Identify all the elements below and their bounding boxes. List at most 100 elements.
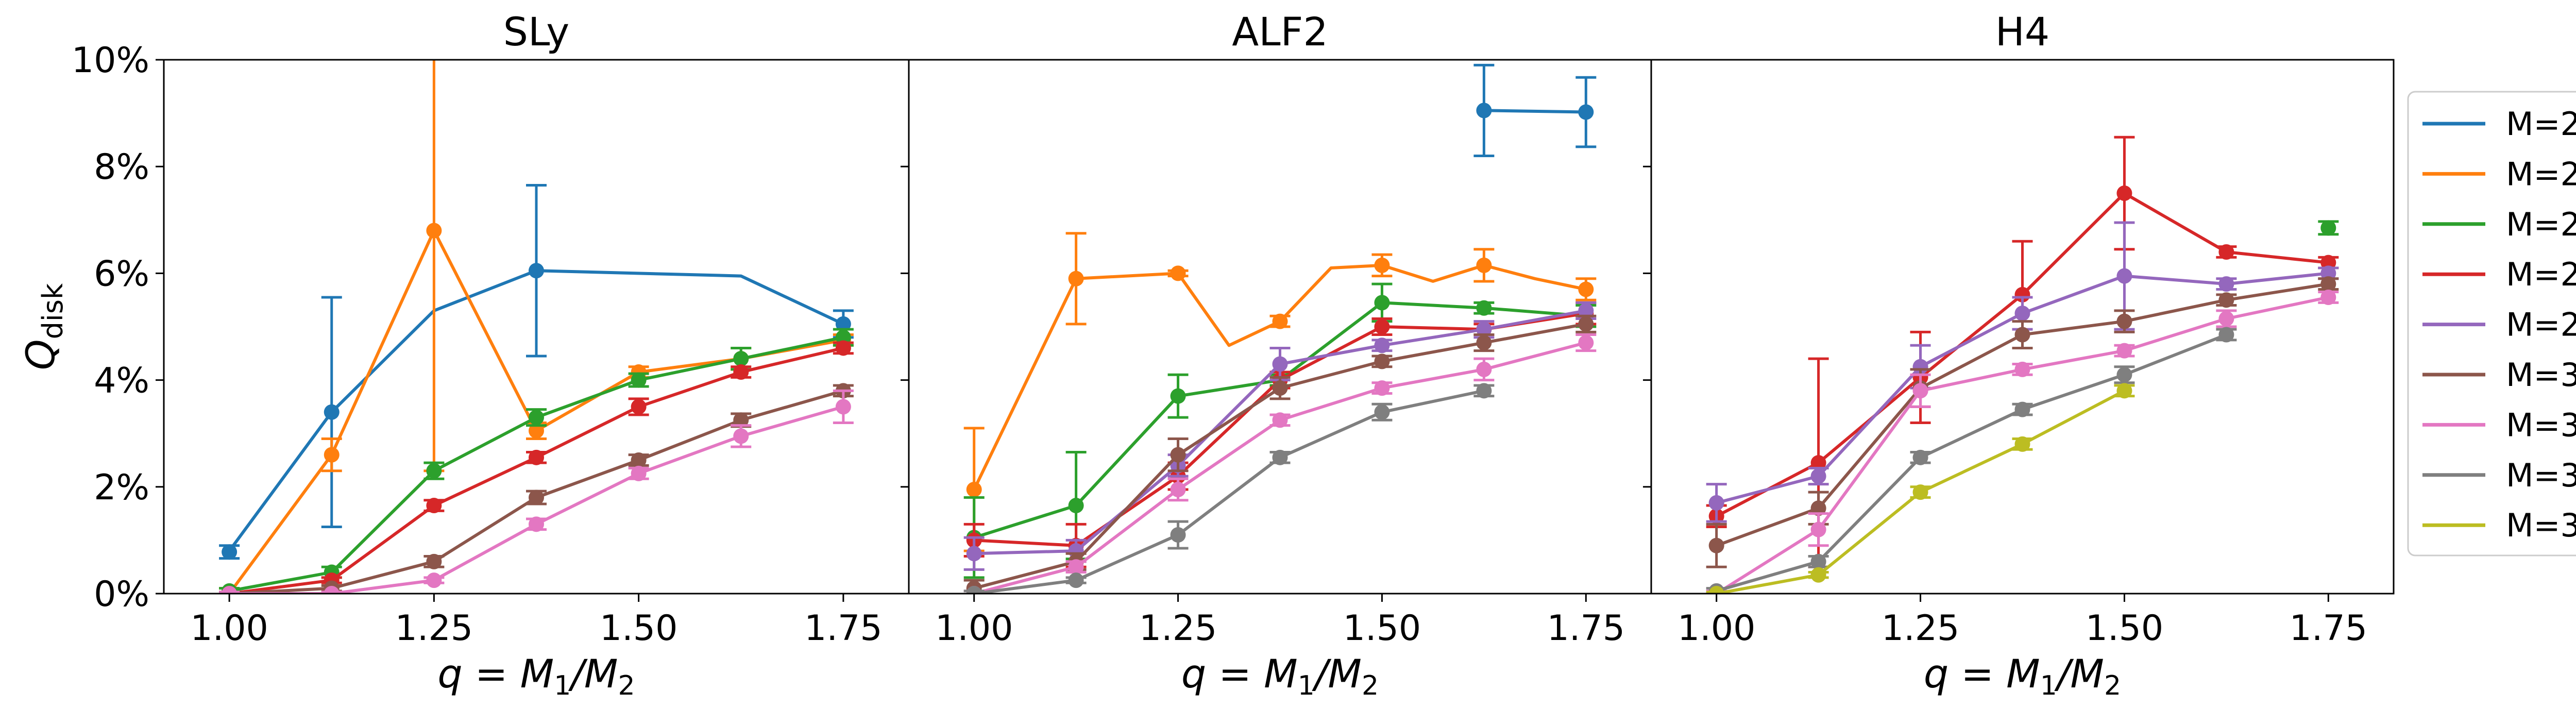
data-point: [1272, 412, 1288, 428]
data-point: [2218, 327, 2234, 343]
data-point: [2116, 186, 2132, 201]
x-tick-label: 1.25: [1139, 608, 1217, 649]
data-point: [222, 544, 238, 560]
data-point: [1912, 449, 1928, 465]
data-point: [1912, 383, 1928, 399]
data-point: [631, 452, 647, 468]
legend-label: M=3.2: [2506, 457, 2576, 494]
data-point: [966, 546, 982, 562]
data-point: [1170, 265, 1186, 281]
data-point: [426, 463, 442, 479]
x-tick-label: 1.50: [1343, 608, 1421, 649]
data-point: [1912, 484, 1928, 500]
legend-item: M=2.85: [2422, 206, 2576, 243]
legend-label: M=2.8: [2506, 155, 2576, 193]
data-point: [966, 481, 982, 497]
series-M=2.85: [219, 328, 854, 594]
data-point: [426, 223, 442, 239]
legend-label: M=2.75: [2506, 105, 2576, 143]
data-point: [2014, 306, 2030, 322]
data-point: [2116, 343, 2132, 359]
data-point: [1170, 447, 1186, 463]
legend-frame: [2407, 91, 2576, 557]
series-M=2.95: [963, 301, 1597, 571]
data-point: [835, 329, 851, 345]
data-point: [324, 404, 340, 420]
data-point: [529, 423, 544, 439]
data-point: [529, 410, 544, 426]
data-point: [1068, 559, 1084, 575]
plot-area: [1706, 136, 2339, 594]
plot-area: [219, 60, 854, 594]
data-point: [1374, 295, 1390, 311]
data-point: [1810, 500, 1826, 516]
data-point: [2218, 276, 2234, 292]
series-M=3.2: [1706, 327, 2237, 594]
data-point: [529, 263, 544, 279]
data-point: [733, 428, 749, 444]
data-point: [1374, 404, 1390, 420]
data-point: [2218, 244, 2234, 260]
x-tick-label: 1.50: [600, 608, 677, 649]
data-point: [1476, 257, 1492, 273]
y-tick-label: 6%: [94, 254, 149, 294]
data-point: [1374, 380, 1390, 396]
data-point: [222, 586, 238, 594]
series-line: [1484, 109, 1586, 114]
data-point: [1476, 383, 1492, 399]
panel-alf2: ALF2 1.00 1.25 1.50 1.75 q = M1/M2: [901, 9, 1652, 701]
data-point: [733, 412, 749, 428]
series-M=2.8: [963, 232, 1597, 552]
x-axis-label: q = M1/M2: [1924, 651, 2121, 701]
legend-item: M=2.75: [2422, 105, 2576, 143]
legend-label: M=2.85: [2506, 206, 2576, 243]
data-point: [1810, 553, 1826, 569]
data-point: [966, 586, 982, 594]
data-point: [1578, 316, 1594, 332]
y-axis-label: Qdisk: [18, 283, 69, 370]
series-M=2.75: [1473, 63, 1597, 157]
legend-label: M=2.9: [2506, 256, 2576, 293]
panel-title: SLy: [503, 9, 570, 55]
data-point: [426, 572, 442, 588]
data-point: [1374, 338, 1390, 353]
panel-title: H4: [1995, 9, 2050, 55]
y-tick-label: 4%: [94, 361, 149, 401]
series-line: [974, 389, 1485, 594]
series-M=2.9: [1706, 136, 2339, 568]
data-point: [1810, 455, 1826, 471]
data-point: [1708, 586, 1724, 594]
x-tick-label: 1.25: [1882, 608, 1959, 649]
data-point: [733, 364, 749, 380]
legend-item: M=3.3: [2422, 507, 2576, 544]
data-point: [1810, 521, 1826, 537]
x-axis-label: q = M1/M2: [1181, 651, 1379, 701]
data-point: [1810, 468, 1826, 484]
series-M=3.1: [963, 333, 1597, 594]
data-point: [2116, 383, 2132, 399]
series-M=2.9: [219, 340, 854, 594]
x-tick-label: 1.50: [2086, 608, 2163, 649]
panel-sly: SLy 1.00 1.25 1.50 1.75 0% 2% 4% 6% 8% 10% q = M1/M…: [72, 9, 910, 701]
data-point: [1374, 257, 1390, 273]
data-point: [835, 316, 851, 332]
data-point: [1374, 353, 1390, 369]
data-point: [2320, 255, 2336, 271]
data-point: [2320, 290, 2336, 306]
legend-item: M=2.95: [2422, 306, 2576, 344]
data-point: [2320, 220, 2336, 236]
x-tick-label: 1.75: [2290, 608, 2367, 649]
data-point: [631, 372, 647, 388]
data-point: [2218, 292, 2234, 308]
legend-item: M=3.0: [2422, 356, 2576, 394]
panel-frame: [1650, 59, 2395, 595]
legend-item: M=2.9: [2422, 256, 2576, 293]
data-point: [1476, 361, 1492, 377]
data-point: [733, 351, 749, 367]
y-tick-label: 2%: [94, 467, 149, 508]
data-point: [1578, 335, 1594, 351]
series-M=2.9: [963, 301, 1597, 568]
data-point: [1578, 281, 1594, 297]
data-point: [2116, 367, 2132, 383]
legend-item: M=2.8: [2422, 155, 2576, 193]
